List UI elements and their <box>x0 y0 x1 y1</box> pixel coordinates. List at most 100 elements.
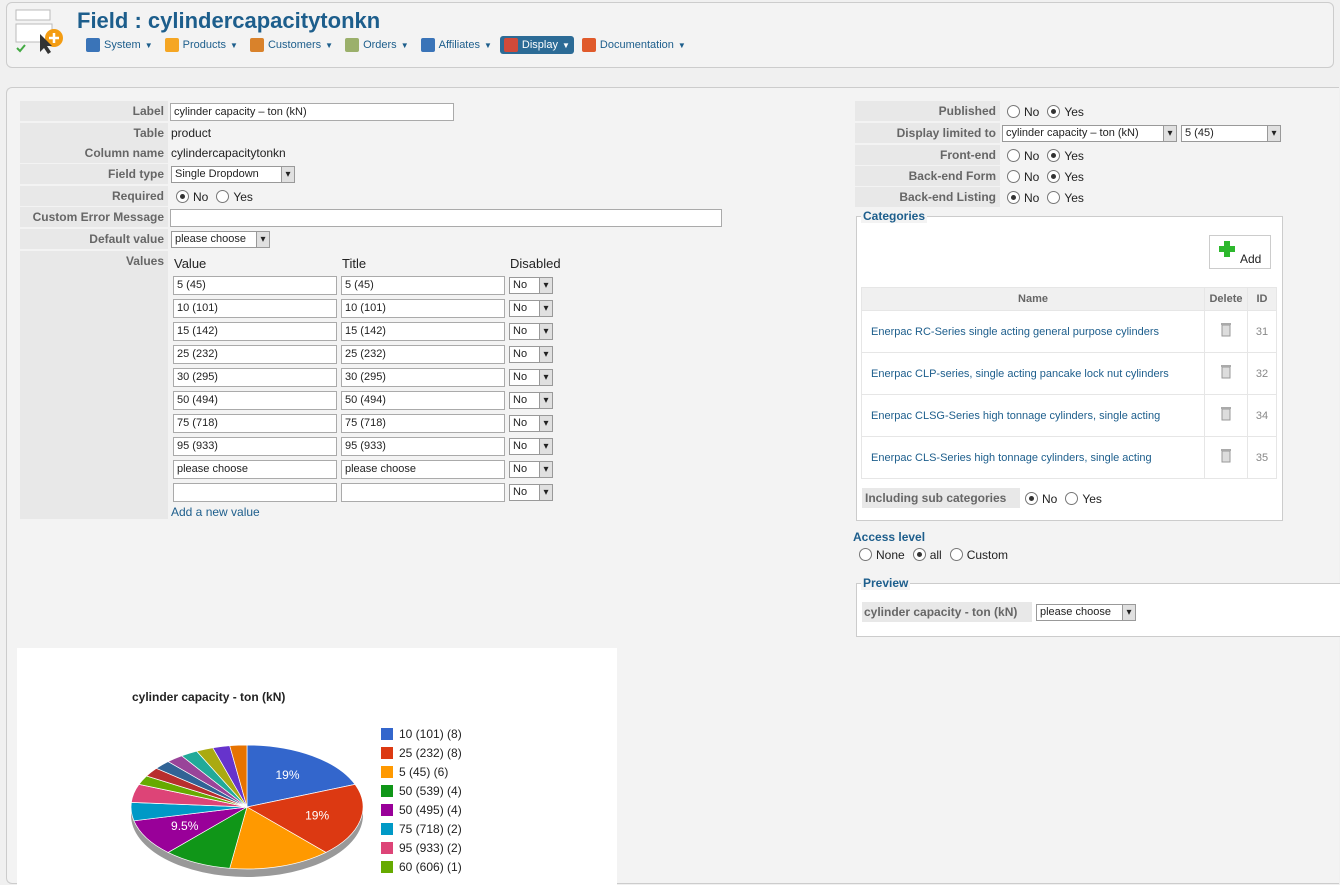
legend-label: 95 (933) (2) <box>399 840 462 855</box>
required-no-radio[interactable] <box>176 190 189 203</box>
display-limited-label: Display limited to <box>855 123 1000 143</box>
menu-orders[interactable]: Orders ▼ <box>341 36 413 54</box>
access-custom-radio[interactable] <box>949 548 963 561</box>
caret-down-icon: ▼ <box>144 40 153 50</box>
menu-documentation[interactable]: Documentation ▼ <box>578 36 690 54</box>
trash-icon[interactable] <box>1221 407 1231 421</box>
including-sub-yes-radio[interactable] <box>1065 492 1079 505</box>
affiliate-icon <box>420 38 435 52</box>
menu-system[interactable]: System ▼ <box>82 36 157 54</box>
value-input[interactable]: 50 (494) <box>173 391 337 410</box>
column-name-value: cylindercapacitytonkn <box>171 146 286 160</box>
pie-chart: 19% 19% 9.5% <box>130 744 364 877</box>
pie-slice[interactable] <box>246 783 364 853</box>
menu-label: Display <box>521 39 558 51</box>
disabled-select[interactable]: No <box>509 277 553 294</box>
backend-listing-yes-radio[interactable] <box>1047 191 1061 204</box>
disabled-select[interactable]: No <box>509 438 553 455</box>
title-input[interactable]: 15 (142) <box>341 322 505 341</box>
preview-select[interactable]: please choose <box>1036 604 1136 621</box>
title-input[interactable]: 25 (232) <box>341 345 505 364</box>
disabled-select[interactable]: No <box>509 323 553 340</box>
legend-item: 95 (933) (2) <box>381 838 462 857</box>
disabled-select[interactable]: No <box>509 369 553 386</box>
disabled-select[interactable]: No <box>509 346 553 363</box>
menu-products[interactable]: Products ▼ <box>161 36 242 54</box>
required-yes-radio[interactable] <box>216 190 230 203</box>
legend-item: 50 (495) (4) <box>381 800 462 819</box>
published-yes-radio[interactable] <box>1047 105 1061 118</box>
table-value: product <box>171 126 212 140</box>
required-radio-group: No Yes <box>176 187 261 207</box>
disabled-select[interactable]: No <box>509 484 553 501</box>
published-no-radio[interactable] <box>1007 105 1020 118</box>
including-sub-no-radio[interactable] <box>1025 492 1038 505</box>
title-input[interactable]: 95 (933) <box>341 437 505 456</box>
category-link[interactable]: Enerpac CLSG-Series high tonnage cylinde… <box>871 409 1161 422</box>
backend-form-no-radio[interactable] <box>1007 170 1020 183</box>
title-input[interactable]: 75 (718) <box>341 414 505 433</box>
backend-form-yes-radio[interactable] <box>1047 170 1061 183</box>
category-link[interactable]: Enerpac CLS-Series high tonnage cylinder… <box>871 451 1152 464</box>
title-input[interactable]: 50 (494) <box>341 391 505 410</box>
custom-error-input[interactable] <box>170 209 722 227</box>
add-new-value-link[interactable]: Add a new value <box>171 505 260 519</box>
value-input[interactable] <box>173 483 337 502</box>
menu-affiliates[interactable]: Affiliates ▼ <box>417 36 496 54</box>
title-input[interactable]: 30 (295) <box>341 368 505 387</box>
slice-label: 19% <box>275 768 299 782</box>
access-none-radio[interactable] <box>859 548 872 561</box>
box-icon <box>164 38 179 52</box>
disabled-select[interactable]: No <box>509 415 553 432</box>
table-label: Table <box>20 123 168 143</box>
delete-column-header: Delete <box>1204 287 1248 311</box>
legend-swatch <box>381 784 393 797</box>
title-input[interactable]: 5 (45) <box>341 276 505 295</box>
label-input[interactable]: cylinder capacity – ton (kN) <box>170 103 454 121</box>
default-value-select[interactable]: please choose <box>171 231 270 248</box>
value-input[interactable]: 95 (933) <box>173 437 337 456</box>
frontend-yes-radio[interactable] <box>1047 149 1061 162</box>
menu-label: Documentation <box>599 39 674 51</box>
default-value-label: Default value <box>20 229 168 249</box>
trash-icon[interactable] <box>1221 323 1231 337</box>
value-input[interactable]: please choose <box>173 460 337 479</box>
value-input[interactable]: 10 (101) <box>173 299 337 318</box>
trash-icon[interactable] <box>1221 365 1231 379</box>
trash-icon[interactable] <box>1221 449 1231 463</box>
category-link[interactable]: Enerpac CLP-series, single acting pancak… <box>871 367 1169 380</box>
disabled-select[interactable]: No <box>509 461 553 478</box>
display-limited-value-select[interactable]: 5 (45) <box>1181 125 1281 142</box>
category-link[interactable]: Enerpac RC-Series single acting general … <box>871 325 1159 338</box>
value-input[interactable]: 30 (295) <box>173 368 337 387</box>
field-logo-icon <box>15 9 63 54</box>
field-type-select[interactable]: Single Dropdown <box>171 166 295 183</box>
value-input[interactable]: 15 (142) <box>173 322 337 341</box>
required-label: Required <box>20 186 168 206</box>
backend-listing-no-radio[interactable] <box>1007 191 1020 204</box>
frontend-no-radio[interactable] <box>1007 149 1020 162</box>
menu-display[interactable]: Display ▼ <box>499 36 574 54</box>
title-input[interactable]: please choose <box>341 460 505 479</box>
published-label: Published <box>855 101 1000 121</box>
access-all-radio[interactable] <box>912 548 926 561</box>
categories-title: Categories <box>861 209 928 223</box>
value-input[interactable]: 5 (45) <box>173 276 337 295</box>
menu-customers[interactable]: Customers ▼ <box>246 36 337 54</box>
disabled-select[interactable]: No <box>509 392 553 409</box>
main-menu: System ▼ Products ▼ Customers ▼ Orders ▼ Affilia… <box>82 36 690 54</box>
title-input[interactable] <box>341 483 505 502</box>
category-row: Enerpac RC-Series single acting general … <box>861 310 1277 353</box>
title-column-header: Title <box>342 256 367 271</box>
pie-slice[interactable] <box>246 744 356 808</box>
value-input[interactable]: 75 (718) <box>173 414 337 433</box>
legend-item: 60 (606) (1) <box>381 857 462 876</box>
add-category-button[interactable]: Add <box>1209 235 1271 269</box>
display-icon <box>503 38 518 52</box>
title-input[interactable]: 10 (101) <box>341 299 505 318</box>
disabled-select[interactable]: No <box>509 300 553 317</box>
pie-slice[interactable] <box>229 806 327 870</box>
display-limited-field-select[interactable]: cylinder capacity – ton (kN) <box>1002 125 1177 142</box>
value-input[interactable]: 25 (232) <box>173 345 337 364</box>
pie-slice[interactable] <box>229 744 248 808</box>
